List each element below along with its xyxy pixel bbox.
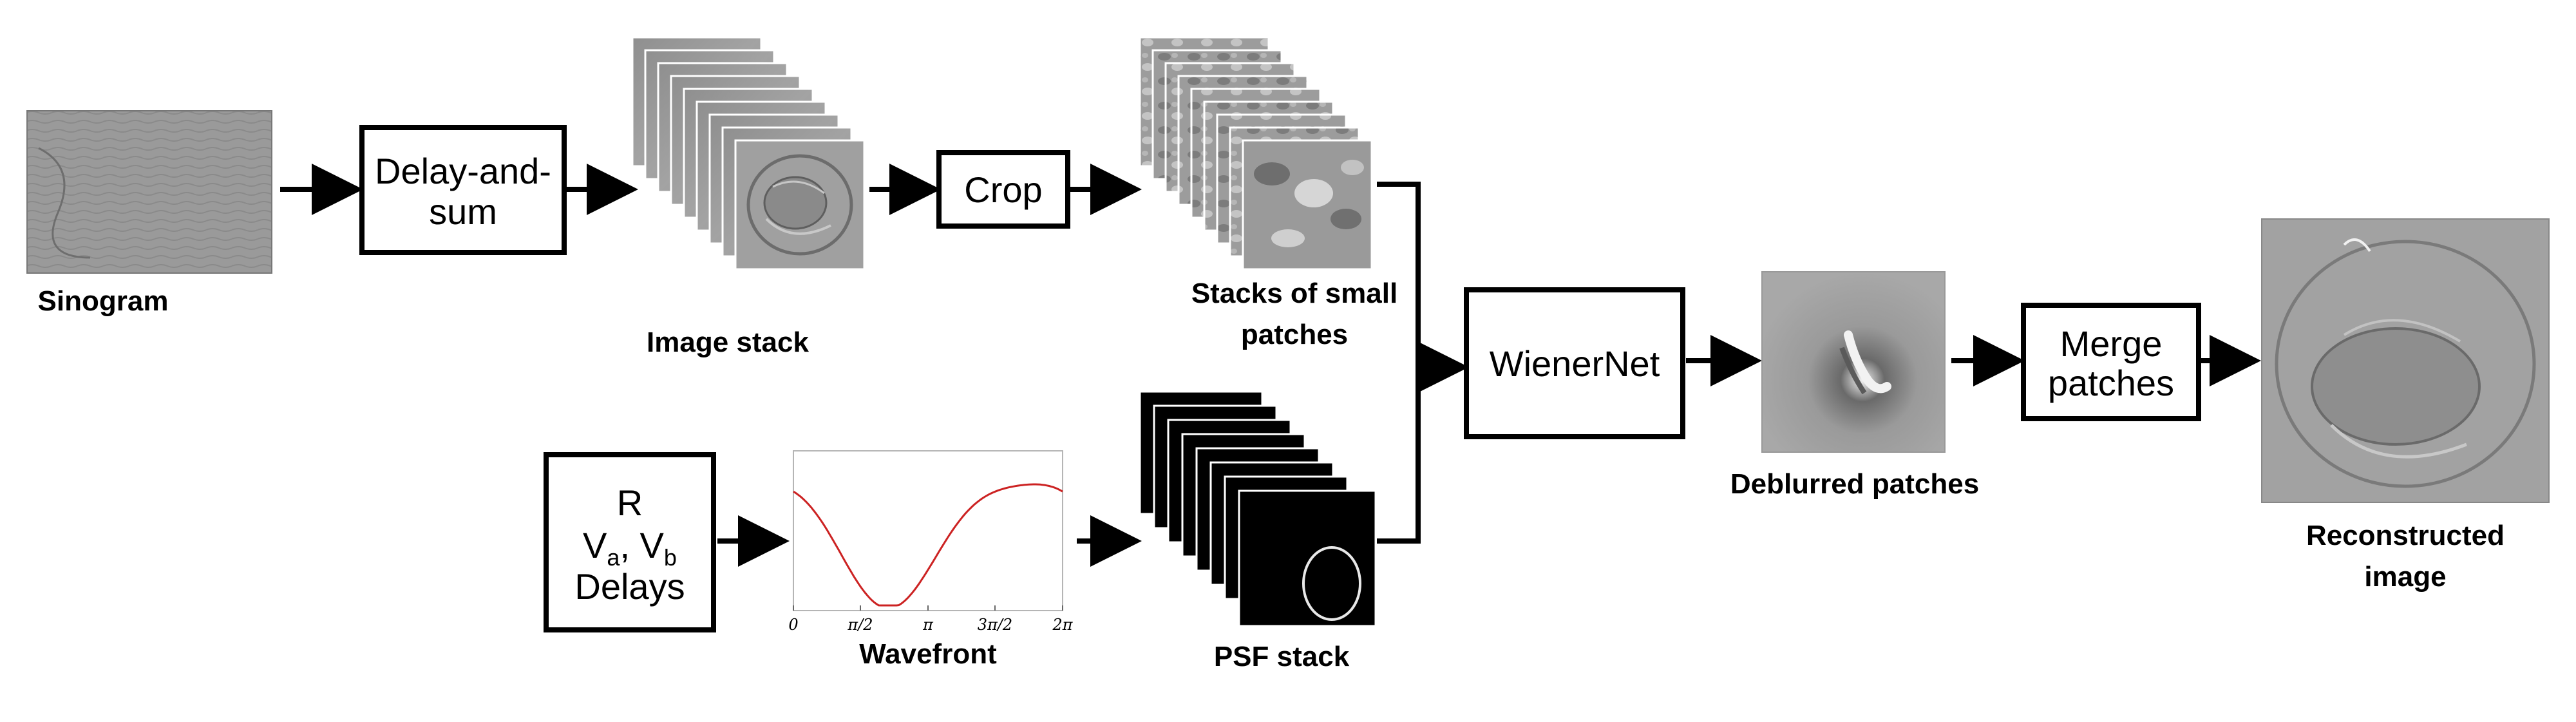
delay-and-sum-label-1: Delay-and- [375,151,551,191]
merge-label-1: Merge [2060,323,2163,364]
wavefront-tick-3: 3π/2 [978,616,1012,634]
image-stack-caption: Image stack [647,327,809,358]
merge-patches-box: Merge patches [2021,303,2201,421]
reconstructed-image [2261,218,2550,503]
image-stack [631,36,866,271]
wavefront-curve [793,483,1063,607]
parameters-box: R Va, Vb Delays [544,452,716,632]
delay-and-sum-label-2: sum [429,191,497,232]
delay-and-sum-box: Delay-and- sum [359,125,567,255]
wavefront-tick-1: π/2 [847,616,873,634]
small-patches-stack [1139,36,1373,271]
wavefront-x-ticks [793,605,1063,611]
psf-stack-caption: PSF stack [1214,641,1350,672]
wavefront-tick-4: 2π [1052,616,1073,634]
params-velocity-label: Va, Vb [583,525,677,571]
psf-ring [1302,546,1361,621]
sinogram-image [26,110,272,274]
psf-stack [1139,390,1377,627]
wavefront-tick-0: 0 [788,616,798,634]
small-patches-caption-2: patches [1241,319,1348,350]
connector-patches-to-merge [1377,182,1421,367]
wavefront-tick-2: π [922,616,934,634]
sinogram-caption: Sinogram [38,285,169,317]
params-delays-label: Delays [574,566,685,607]
wavefront-plot: 0 π/2 π 3π/2 2π [788,450,1074,634]
reconstructed-caption-1: Reconstructed [2306,520,2505,551]
merge-label-2: patches [2048,363,2174,403]
crop-box: Crop [936,150,1070,229]
params-r-label: R [617,482,643,523]
deblurred-patch-image [1761,271,1946,453]
wienernet-label: WienerNet [1490,343,1660,384]
deblurred-caption: Deblurred patches [1730,468,1979,500]
reconstructed-caption-2: image [2364,561,2446,593]
crop-label: Crop [964,169,1042,210]
connector-psf-to-merge [1377,367,1421,544]
wienernet-box: WienerNet [1464,287,1685,439]
small-patches-caption-1: Stacks of small [1191,278,1397,309]
wavefront-caption: Wavefront [859,638,997,670]
